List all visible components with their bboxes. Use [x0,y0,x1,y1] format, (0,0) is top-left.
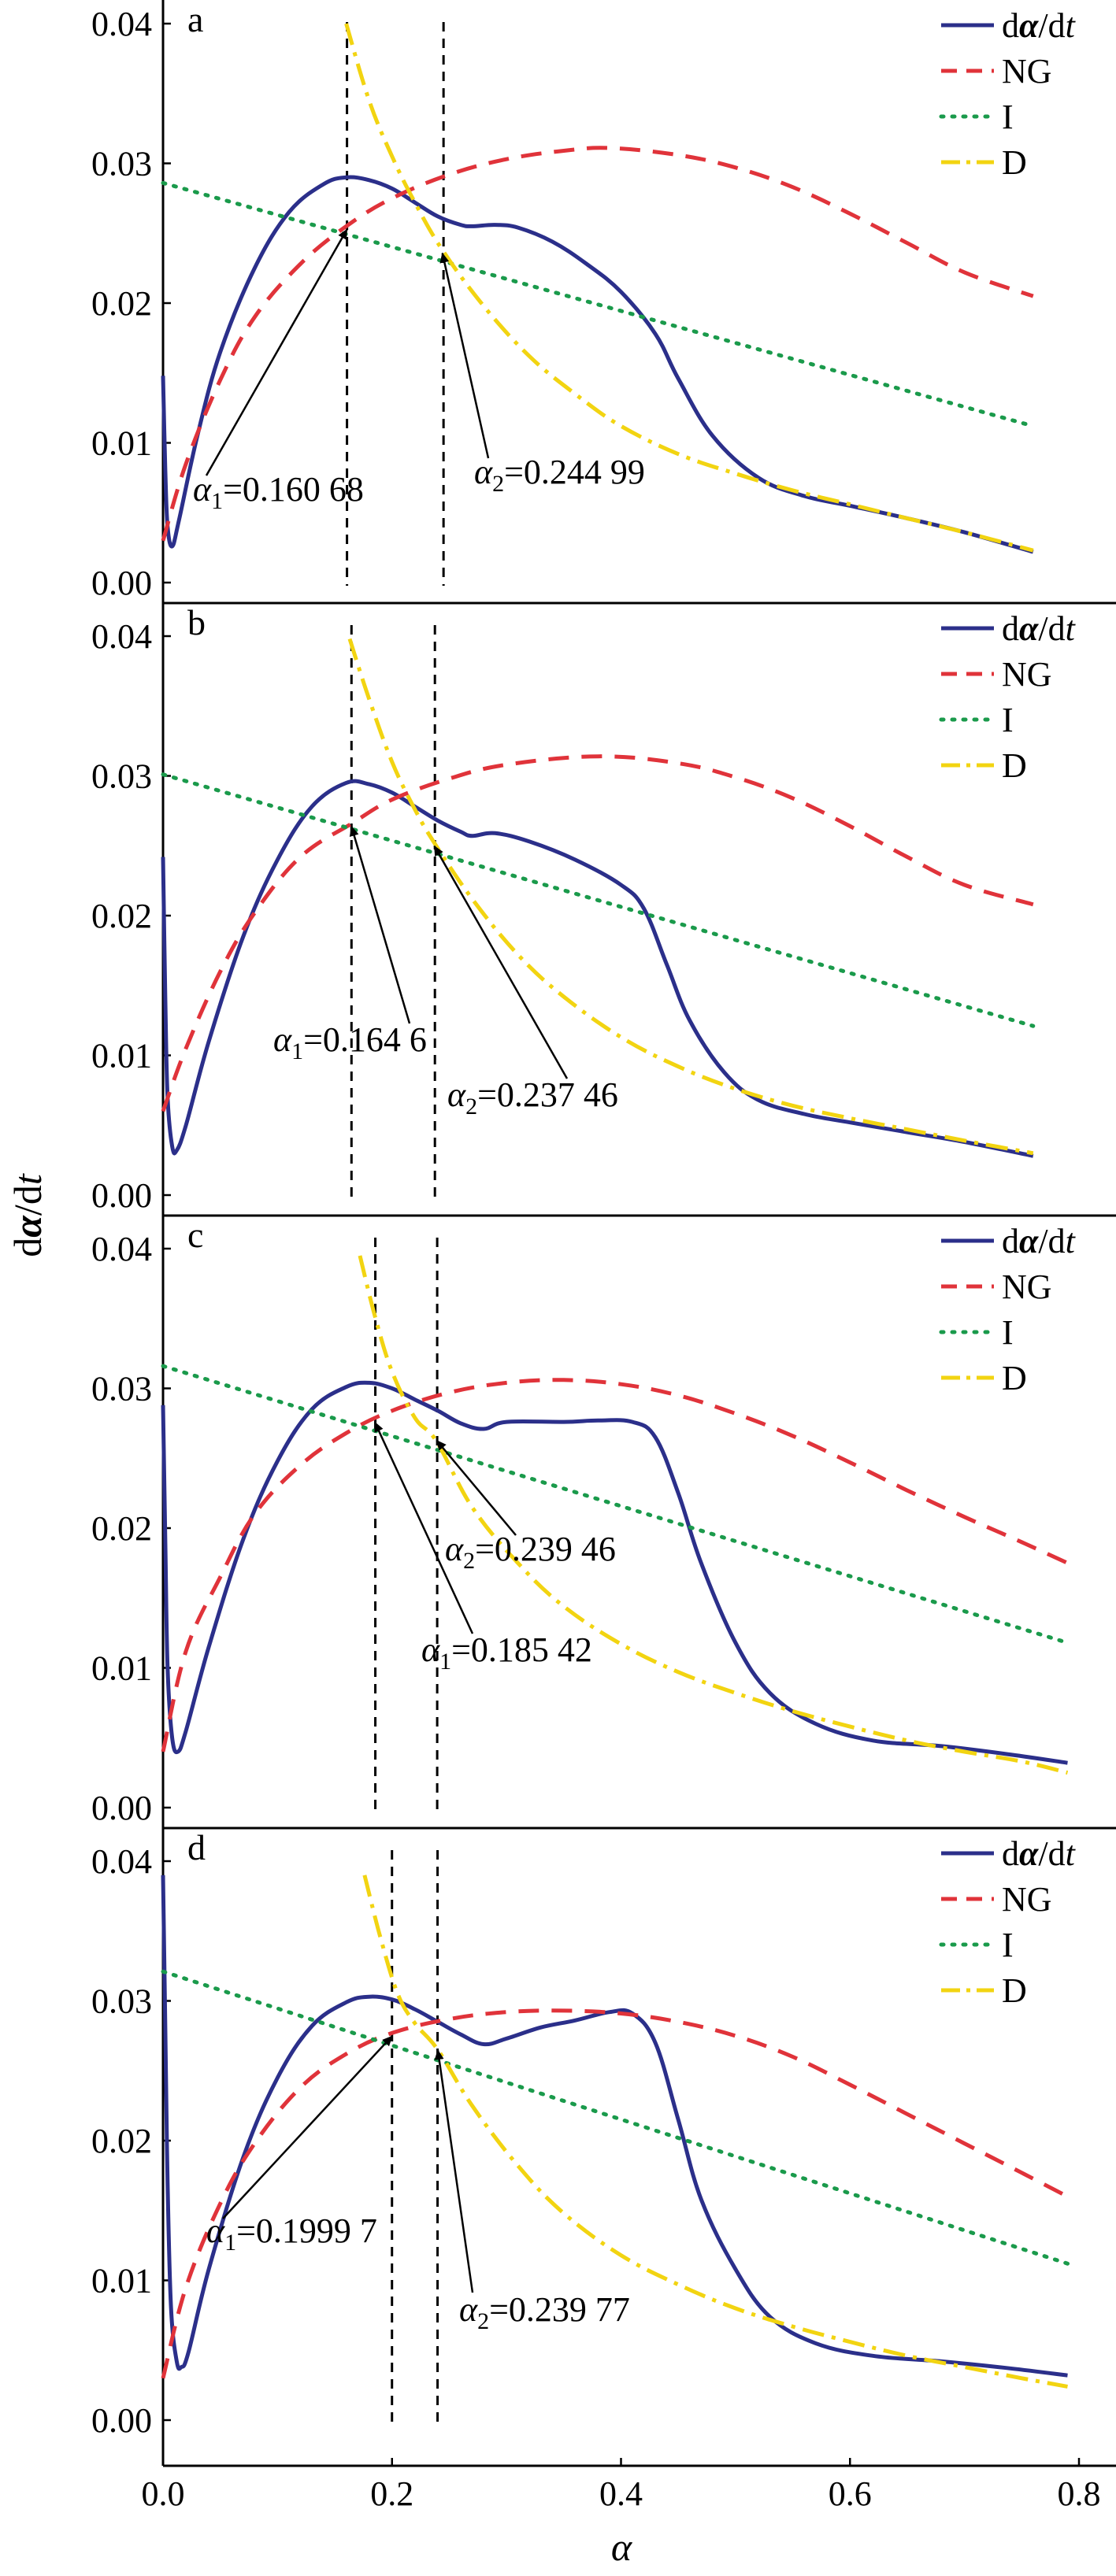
y-tick-label: 0.03 [91,1982,152,2021]
legend-label-i: I [1002,701,1014,739]
series-d-line [347,638,1034,1156]
y-tick-label: 0.01 [91,1649,152,1688]
annotation-label: α2=0.237 46 [447,1075,618,1120]
y-tick-label: 0.02 [91,897,152,935]
series-i-line [161,180,1036,428]
legend-label-dadt: dα/dt [1002,6,1077,45]
series-i-line [161,772,1036,1028]
y-tick-label: 0.00 [91,2401,152,2440]
y-tick-label: 0.01 [91,424,152,463]
y-tick-label: 0.04 [91,5,152,43]
series-d-line [358,1255,1069,1775]
legend-label-i: I [1002,1313,1014,1352]
series-ng-line [161,1378,1069,1752]
x-tick-label: 0.4 [599,2474,643,2513]
annotation-label: α1=0.1999 7 [206,2211,377,2256]
series-dadt-line [161,175,1034,554]
legend-label-d: D [1002,143,1027,182]
series-i-line [161,1969,1070,2266]
series-dadt-line [161,1380,1068,1765]
y-tick-label: 0.00 [91,564,152,602]
legend-label-i: I [1002,98,1014,136]
x-tick-label: 0.0 [142,2474,185,2513]
series-ng-line [161,2008,1069,2379]
x-tick-label: 0.8 [1058,2474,1101,2513]
annotation-arrow [439,252,490,459]
panel-d: 0.00 0.01 0.02 0.03 0.04 0.0 0.2 0.4 0.6 0.8 d α1=0… [91,1827,1116,2513]
y-tick-label: 0.04 [91,1230,152,1268]
series-dadt-line [161,779,1034,1158]
legend-label-dadt: dα/dt [1002,1222,1077,1260]
series-d-line [362,1875,1068,2389]
x-axis-title: α [611,2525,633,2569]
panel-c: 0.00 0.01 0.02 0.03 0.04 c α2=0.239 46 α1=0.185… [91,1215,1116,1830]
x-tick-label: 0.2 [370,2474,413,2513]
legend-label-d: D [1002,746,1027,785]
legend-label-d: D [1002,1359,1027,1397]
y-tick-label: 0.04 [91,1842,152,1881]
x-tick-label: 0.6 [829,2474,872,2513]
annotation-label: α2=0.244 99 [474,453,645,497]
panel-a: 0.00 0.01 0.02 0.03 0.04 a α1=0.160 68 α2=0.244… [91,0,1116,605]
legend-label-ng: NG [1002,1880,1052,1919]
annotation-arrow [436,1439,517,1536]
panel-letter: a [187,0,203,39]
panel-letter: d [187,1827,206,1867]
annotation-arrow [349,825,411,1024]
legend-label-ng: NG [1002,52,1052,91]
annotation-arrow [433,845,569,1079]
y-tick-label: 0.00 [91,1176,152,1215]
y-tick-label: 0.02 [91,2122,152,2160]
annotation-label: α2=0.239 77 [459,2290,630,2334]
annotation-label: α1=0.164 6 [273,1020,427,1064]
annotation-arrow [205,228,348,476]
annotation-label: α1=0.185 42 [421,1630,592,1675]
annotation-label: α1=0.160 68 [193,470,364,514]
legend-label-i: I [1002,1926,1014,1964]
series-ng-line [161,146,1034,542]
y-tick-label: 0.02 [91,284,152,323]
annotation-label: α2=0.239 46 [445,1530,616,1574]
y-axis-title: dα/dt [6,1173,50,1257]
panel-letter: c [187,1215,203,1255]
legend-label-dadt: dα/dt [1002,609,1077,648]
legend-label-ng: NG [1002,1268,1052,1306]
y-tick-label: 0.01 [91,2262,152,2300]
annotation-arrow [434,2049,474,2293]
panel-letter: b [187,602,206,642]
panel-b: 0.00 0.01 0.02 0.03 0.04 b α1=0.164 6 α2=0.237 … [91,602,1116,1217]
series-ng-line [161,754,1034,1112]
series-d-line [344,23,1034,553]
y-tick-label: 0.02 [91,1509,152,1548]
y-tick-label: 0.00 [91,1789,152,1827]
annotation-arrow [373,1421,474,1634]
y-tick-label: 0.03 [91,1370,152,1408]
legend-label-d: D [1002,1971,1027,2010]
legend-label-ng: NG [1002,655,1052,694]
y-tick-label: 0.03 [91,145,152,183]
y-tick-label: 0.01 [91,1037,152,1075]
series-dadt-line [161,1875,1068,2378]
annotation-arrow [222,2035,393,2219]
legend-label-dadt: dα/dt [1002,1834,1077,1873]
panels-group: 0.00 0.01 0.02 0.03 0.04 a α1=0.160 68 α2=0.244… [91,0,1116,2513]
series-i-line [161,1364,1070,1645]
y-tick-label: 0.03 [91,757,152,796]
y-tick-label: 0.04 [91,617,152,656]
